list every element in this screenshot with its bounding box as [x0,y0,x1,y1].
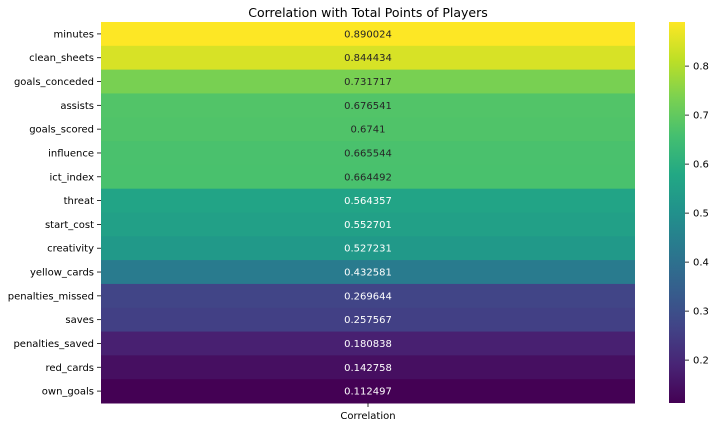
heatmap-cell [101,283,635,309]
row-label: own_goals [42,387,94,398]
row-label: creativity [47,244,94,255]
row-label: goals_conceded [14,77,94,88]
colorbar-tick-label: 0.4 [693,258,709,269]
heatmap-cells: 0.890024 0.844434 0.731717 0.676541 0.6741 0.… [101,22,635,404]
cell-value-label: 0.6741 [351,125,386,136]
heatmap-cell [101,93,635,118]
cell-value-label: 0.676541 [344,101,392,112]
colorbar-tick-label: 0.7 [693,111,709,122]
cell-value-label: 0.269644 [344,291,392,302]
heatmap-cell [101,307,635,333]
cell-value-label: 0.180838 [344,339,392,350]
colorbar: 0.2 0.3 0.4 0.5 0.6 0.7 0.8 [669,22,709,403]
column-label: Correlation [340,411,395,422]
row-label: influence [48,148,94,159]
colorbar-gradient [669,22,685,403]
cell-value-label: 0.552701 [344,220,392,231]
heatmap-cell [101,141,635,166]
row-label: goals_scored [29,125,94,136]
cell-value-label: 0.432581 [344,268,392,279]
cell-value-label: 0.664492 [344,172,392,183]
cell-value-label: 0.257567 [344,315,392,326]
row-label: yellow_cards [30,268,94,279]
row-label: minutes [54,29,94,40]
colorbar-tick-label: 0.8 [693,62,709,73]
colorbar-tick-label: 0.2 [693,356,709,367]
cell-value-label: 0.844434 [344,53,392,64]
heatmap-cell [101,69,635,94]
colorbar-tick-label: 0.3 [693,307,709,318]
cell-value-label: 0.890024 [344,29,392,40]
heatmap-cell [101,355,635,380]
row-label: penalties_missed [8,291,94,302]
chart-title: Correlation with Total Points of Players [248,5,488,20]
colorbar-tick-label: 0.6 [693,160,709,171]
heatmap-cell [101,117,635,142]
cell-value-label: 0.665544 [344,148,392,159]
row-label: start_cost [45,220,94,231]
colorbar-tick-label: 0.5 [693,209,709,220]
row-labels: minutes clean_sheets goals_concededassists… [8,29,101,398]
row-label: penalties_saved [13,339,94,350]
row-label: threat [64,196,94,207]
row-label: red_cards [45,363,94,374]
row-label: clean_sheets [29,53,94,64]
cell-value-label: 0.142758 [344,363,392,374]
cell-value-label: 0.564357 [344,196,392,207]
heatmap-cell [101,236,635,261]
heatmap-cell [101,188,635,213]
heatmap-cell [101,331,635,356]
cell-value-label: 0.112497 [344,387,392,398]
cell-value-label: 0.527231 [344,244,392,255]
row-label: ict_index [49,172,94,183]
heatmap-cell [101,379,635,404]
heatmap-cell [101,212,635,237]
heatmap-cell [101,164,635,190]
heatmap-cell [101,45,635,71]
row-label: saves [65,315,94,326]
row-label: assists [60,101,94,112]
heatmap-cell [101,22,635,47]
cell-value-label: 0.731717 [344,77,392,88]
heatmap-cell [101,260,635,285]
column-labels: Correlation [340,403,396,422]
